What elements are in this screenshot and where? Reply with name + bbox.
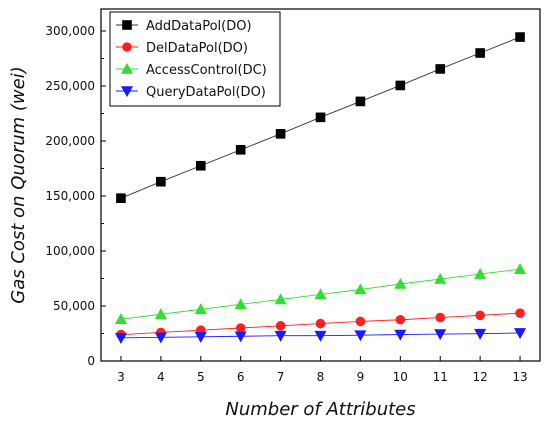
x-tick-label: 9: [357, 370, 365, 384]
data-point: [275, 320, 286, 331]
x-tick-label: 4: [157, 370, 165, 384]
data-point: [114, 313, 127, 325]
data-point: [116, 193, 126, 203]
legend-marker: [122, 20, 132, 30]
data-point: [315, 112, 326, 123]
y-tick-label: 0: [87, 354, 95, 368]
data-point: [315, 318, 326, 329]
data-point: [394, 277, 407, 289]
data-point: [434, 272, 447, 284]
x-tick-label: 3: [117, 370, 125, 384]
data-point: [354, 330, 367, 342]
series-layer: [114, 32, 527, 345]
data-point: [114, 333, 127, 345]
x-tick-label: 10: [393, 370, 408, 384]
data-point: [435, 64, 446, 74]
x-tick-label: 11: [433, 370, 448, 384]
y-axis-title: Gas Cost on Quorum (wei): [8, 66, 29, 303]
legend-box: [109, 11, 281, 107]
data-point: [475, 48, 485, 58]
y-tick-label: 250,000: [45, 79, 95, 93]
data-point: [234, 331, 247, 343]
data-point: [274, 330, 287, 342]
data-point: [355, 316, 366, 327]
data-point: [156, 176, 166, 187]
y-tick-label: 300,000: [45, 24, 95, 38]
data-point: [515, 308, 525, 318]
data-point: [395, 314, 406, 325]
legend-marker: [120, 86, 134, 98]
data-point: [394, 329, 407, 341]
data-point: [475, 310, 485, 321]
y-tick-label: 100,000: [45, 244, 95, 258]
data-point: [515, 32, 525, 42]
series-0: [116, 32, 525, 203]
x-axis-title: Number of Attributes: [225, 399, 415, 420]
legend-label: QueryDataPol(DO): [146, 85, 266, 100]
data-point: [514, 263, 527, 274]
axes-layer: 0 50,000 100,000 150,000 200,000 250,000 300,0…: [45, 8, 541, 384]
data-point: [234, 298, 247, 310]
data-point: [275, 129, 286, 139]
legend-label: DelDataPol(DO): [146, 41, 248, 56]
x-tick-label: 12: [472, 370, 487, 384]
data-point: [194, 303, 207, 315]
data-point: [274, 293, 287, 305]
data-point: [354, 283, 367, 295]
data-point: [194, 331, 207, 343]
data-point: [154, 308, 167, 320]
series-2: [114, 263, 527, 325]
y-tick-label: 150,000: [45, 189, 95, 203]
x-tick-label: 6: [237, 370, 245, 384]
data-point: [314, 330, 327, 342]
series-1: [116, 308, 525, 340]
x-tick-label: 8: [317, 370, 325, 384]
legend-label: AddDataPol(DO): [146, 19, 252, 34]
legend-marker: [120, 62, 134, 74]
data-point: [235, 323, 246, 333]
data-point: [154, 332, 167, 344]
x-tick-label: 13: [512, 370, 527, 384]
data-point: [474, 328, 487, 340]
data-point: [474, 267, 487, 279]
data-point: [434, 329, 447, 341]
legend: AddDataPol(DO) DelDataPol(DO) AccessContro…: [109, 11, 281, 107]
data-point: [195, 160, 206, 171]
legend-label: AccessControl(DC): [146, 63, 267, 78]
x-tick-label: 5: [197, 370, 205, 384]
data-point: [395, 80, 406, 91]
data-point: [435, 312, 446, 323]
x-tick-label: 7: [277, 370, 285, 384]
data-point: [514, 328, 527, 340]
y-tick-label: 50,000: [53, 299, 95, 313]
data-point: [235, 145, 246, 155]
data-point: [355, 96, 366, 107]
series-3: [114, 328, 527, 345]
legend-marker: [122, 42, 132, 52]
y-tick-label: 200,000: [45, 134, 95, 148]
data-point: [314, 288, 327, 300]
